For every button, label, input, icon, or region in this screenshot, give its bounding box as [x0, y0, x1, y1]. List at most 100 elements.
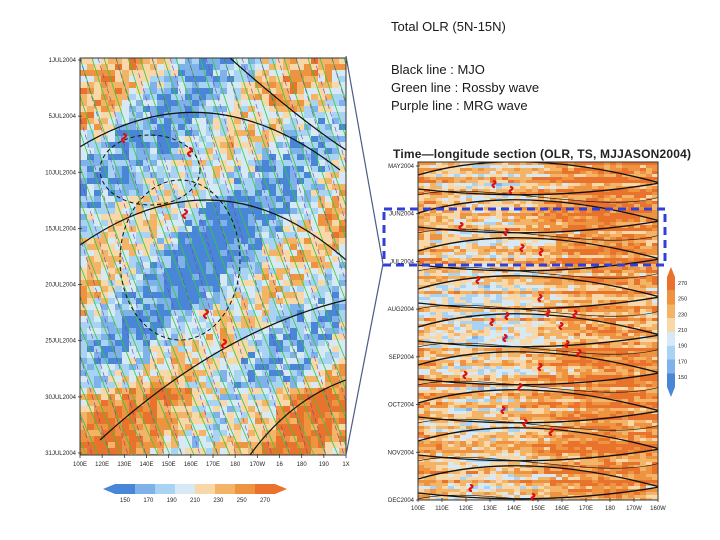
- heatmap-cell: [87, 382, 94, 388]
- heatmap-cell: [616, 195, 622, 198]
- heatmap-cell: [508, 183, 514, 186]
- heatmap-cell: [248, 448, 255, 454]
- heatmap-cell: [610, 174, 616, 177]
- heatmap-cell: [213, 166, 220, 172]
- heatmap-cell: [448, 258, 454, 261]
- heatmap-cell: [304, 58, 311, 64]
- heatmap-cell: [248, 424, 255, 430]
- heatmap-cell: [290, 94, 297, 100]
- heatmap-cell: [318, 370, 325, 376]
- heatmap-cell: [556, 246, 562, 249]
- heatmap-cell: [171, 388, 178, 394]
- heatmap-cell: [424, 324, 430, 327]
- heatmap-cell: [164, 256, 171, 262]
- heatmap-cell: [592, 189, 598, 192]
- heatmap-cell: [430, 285, 436, 288]
- heatmap-cell: [460, 174, 466, 177]
- heatmap-cell: [164, 262, 171, 268]
- heatmap-cell: [171, 268, 178, 274]
- heatmap-cell: [586, 252, 592, 255]
- heatmap-cell: [454, 300, 460, 303]
- heatmap-cell: [580, 168, 586, 171]
- heatmap-cell: [610, 213, 616, 216]
- heatmap-cell: [472, 204, 478, 207]
- heatmap-cell: [192, 436, 199, 442]
- heatmap-cell: [586, 207, 592, 210]
- heatmap-cell: [87, 256, 94, 262]
- heatmap-cell: [255, 256, 262, 262]
- heatmap-cell: [297, 100, 304, 106]
- heatmap-cell: [538, 267, 544, 270]
- heatmap-cell: [136, 76, 143, 82]
- heatmap-cell: [616, 162, 622, 165]
- heatmap-cell: [430, 228, 436, 231]
- heatmap-cell: [634, 189, 640, 192]
- heatmap-cell: [490, 273, 496, 276]
- heatmap-cell: [157, 226, 164, 232]
- heatmap-cell: [640, 219, 646, 222]
- heatmap-cell: [520, 228, 526, 231]
- heatmap-cell: [171, 208, 178, 214]
- heatmap-cell: [514, 282, 520, 285]
- heatmap-cell: [276, 364, 283, 370]
- heatmap-cell: [115, 244, 122, 250]
- heatmap-cell: [143, 346, 150, 352]
- heatmap-cell: [164, 424, 171, 430]
- heatmap-cell: [255, 244, 262, 250]
- heatmap-cell: [262, 280, 269, 286]
- heatmap-cell: [192, 124, 199, 130]
- heatmap-cell: [580, 219, 586, 222]
- heatmap-cell: [508, 234, 514, 237]
- heatmap-cell: [604, 222, 610, 225]
- heatmap-cell: [185, 124, 192, 130]
- heatmap-cell: [580, 294, 586, 297]
- heatmap-cell: [550, 195, 556, 198]
- heatmap-cell: [598, 204, 604, 207]
- heatmap-cell: [178, 334, 185, 340]
- heatmap-cell: [87, 238, 94, 244]
- heatmap-cell: [248, 214, 255, 220]
- mrg-contour: [80, 295, 129, 455]
- heatmap-cell: [164, 442, 171, 448]
- heatmap-cell: [598, 201, 604, 204]
- heatmap-cell: [297, 382, 304, 388]
- heatmap-cell: [634, 294, 640, 297]
- heatmap-cell: [514, 327, 520, 330]
- heatmap-cell: [241, 304, 248, 310]
- heatmap-cell: [255, 298, 262, 304]
- heatmap-cell: [484, 174, 490, 177]
- heatmap-cell: [556, 297, 562, 300]
- heatmap-cell: [424, 297, 430, 300]
- heatmap-cell: [586, 216, 592, 219]
- heatmap-cell: [80, 316, 87, 322]
- heatmap-cell: [436, 288, 442, 291]
- heatmap-cell: [604, 300, 610, 303]
- heatmap-cell: [562, 333, 568, 336]
- heatmap-cell: [143, 322, 150, 328]
- heatmap-cell: [276, 130, 283, 136]
- heatmap-cell: [430, 216, 436, 219]
- heatmap-cell: [442, 288, 448, 291]
- heatmap-cell: [150, 274, 157, 280]
- heatmap-cell: [532, 294, 538, 297]
- y-tick-label: 25JUL2004: [45, 339, 76, 345]
- heatmap-cell: [478, 273, 484, 276]
- heatmap-cell: [185, 358, 192, 364]
- heatmap-cell: [562, 270, 568, 273]
- heatmap-cell: [255, 64, 262, 70]
- heatmap-cell: [318, 82, 325, 88]
- heatmap-cell: [318, 220, 325, 226]
- heatmap-cell: [234, 394, 241, 400]
- heatmap-cell: [122, 268, 129, 274]
- heatmap-cell: [311, 160, 318, 166]
- heatmap-cell: [227, 382, 234, 388]
- heatmap-cell: [634, 255, 640, 258]
- heatmap-cell: [514, 303, 520, 306]
- heatmap-cell: [143, 418, 150, 424]
- heatmap-cell: [325, 64, 332, 70]
- heatmap-cell: [640, 198, 646, 201]
- heatmap-cell: [466, 261, 472, 264]
- heatmap-cell: [556, 186, 562, 189]
- heatmap-cell: [192, 316, 199, 322]
- heatmap-cell: [122, 160, 129, 166]
